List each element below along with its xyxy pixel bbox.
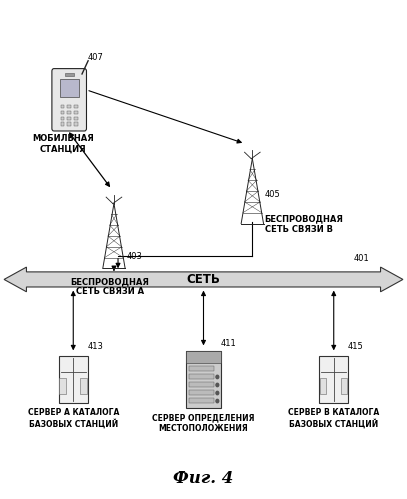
Text: СЕРВЕР А КАТАЛОГА
БАЗОВЫХ СТАНЦИЙ: СЕРВЕР А КАТАЛОГА БАЗОВЫХ СТАНЦИЙ	[28, 408, 119, 429]
Bar	[68, 111, 71, 114]
Text: 401: 401	[354, 254, 370, 263]
Polygon shape	[4, 267, 403, 292]
Text: СЕТЬ: СЕТЬ	[186, 273, 221, 286]
Text: 407: 407	[88, 53, 103, 62]
Bar	[319, 356, 348, 403]
Bar	[188, 398, 214, 403]
Text: 411: 411	[221, 339, 236, 348]
Bar	[74, 105, 78, 108]
Bar	[68, 122, 71, 126]
Text: 403: 403	[126, 252, 142, 261]
Circle shape	[216, 375, 219, 379]
Text: 413: 413	[88, 342, 103, 351]
Text: БЕСПРОВОДНАЯ
СЕТЬ СВЯЗИ В: БЕСПРОВОДНАЯ СЕТЬ СВЯЗИ В	[265, 215, 344, 234]
Bar	[81, 378, 87, 394]
Bar	[59, 356, 88, 403]
Bar	[320, 378, 326, 394]
Text: 415: 415	[348, 342, 364, 351]
Bar	[61, 111, 64, 114]
Bar	[61, 122, 64, 126]
Bar	[61, 105, 64, 108]
Bar	[74, 111, 78, 114]
Bar	[188, 374, 214, 379]
Circle shape	[216, 391, 219, 395]
Bar	[74, 122, 78, 126]
Circle shape	[216, 399, 219, 403]
Bar	[341, 378, 347, 394]
Text: 405: 405	[265, 190, 280, 199]
FancyBboxPatch shape	[52, 68, 86, 131]
Circle shape	[216, 383, 219, 387]
Text: МОБИЛЬНАЯ
СТАНЦИЯ: МОБИЛЬНАЯ СТАНЦИЯ	[32, 134, 94, 153]
Bar	[74, 117, 78, 120]
Bar	[186, 351, 221, 408]
Bar	[65, 73, 74, 76]
Bar	[188, 390, 214, 395]
Text: СЕРВЕР В КАТАЛОГА
БАЗОВЫХ СТАНЦИЙ: СЕРВЕР В КАТАЛОГА БАЗОВЫХ СТАНЦИЙ	[288, 408, 379, 429]
Bar	[68, 117, 71, 120]
Bar	[60, 78, 79, 97]
Bar	[68, 105, 71, 108]
Bar	[186, 351, 221, 363]
Bar	[188, 366, 214, 371]
Text: СЕРВЕР ОПРЕДЕЛЕНИЯ
МЕСТОПОЛОЖЕНИЯ: СЕРВЕР ОПРЕДЕЛЕНИЯ МЕСТОПОЛОЖЕНИЯ	[152, 413, 255, 433]
Text: Фиг. 4: Фиг. 4	[173, 470, 234, 487]
Bar	[59, 378, 66, 394]
Bar	[188, 382, 214, 387]
Text: БЕСПРОВОДНАЯ
СЕТЬ СВЯЗИ А: БЕСПРОВОДНАЯ СЕТЬ СВЯЗИ А	[70, 277, 149, 296]
Bar	[61, 117, 64, 120]
